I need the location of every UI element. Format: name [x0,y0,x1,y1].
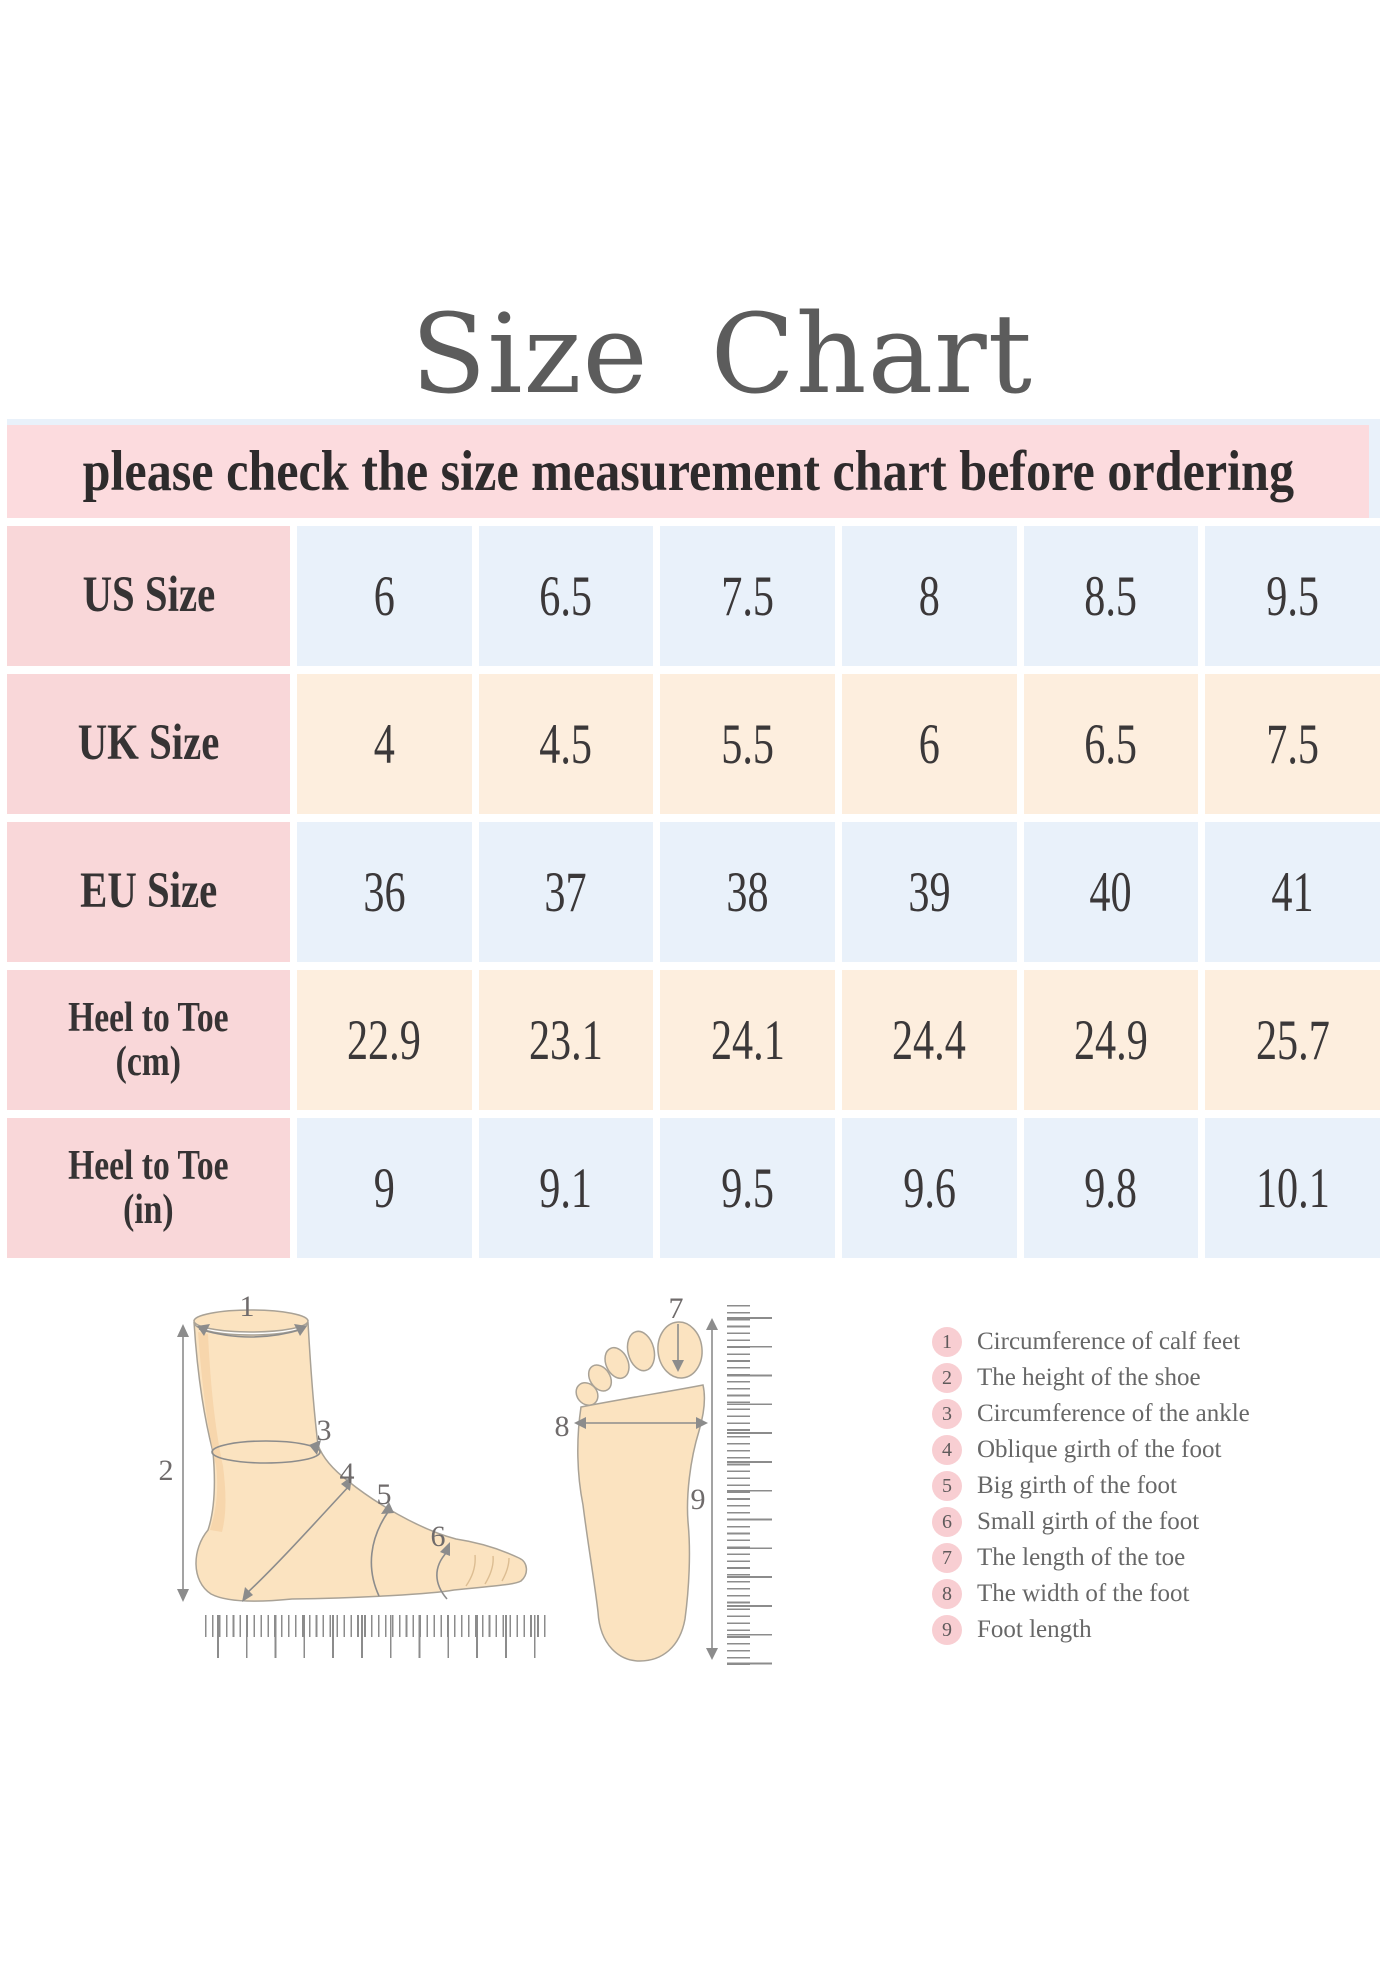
table-cell-cm-1: 23.1 [478,970,654,1110]
legend-item-label: Oblique girth of the foot [977,1436,1222,1463]
legend-number-badge: 9 [932,1615,962,1645]
size-table: US Size 6 6.5 7.5 8 8.5 9.5 UK Size 4 4.… [7,526,1380,1258]
table-cell-eu-5: 41 [1205,822,1380,962]
banner-backdrop: please check the size measurement chart … [7,419,1380,518]
legend-item-8: 8 The width of the foot [932,1576,1250,1612]
legend-item-3: 3 Circumference of the ankle [932,1396,1250,1432]
notice-banner: please check the size measurement chart … [7,425,1369,518]
legend-item-label: Circumference of the ankle [977,1400,1250,1427]
row-header-eu-size: EU Size [7,822,290,962]
row-header-label: UK Size [77,715,220,772]
table-cell-in-2: 9.5 [660,1118,835,1258]
ruler-coarse-ticks [727,1317,772,1665]
table-cell-uk-2: 5.5 [660,674,835,814]
foot-side-view-illustration [193,1309,528,1602]
legend-number-badge: 2 [932,1363,962,1393]
table-cell-us-5: 9.5 [1205,526,1380,666]
horizontal-ruler [205,1615,551,1658]
sole-view-marker-numbers: 7 8 9 [555,1292,706,1516]
legend-item-label: Foot length [977,1616,1092,1643]
row-header-label: US Size [82,567,215,624]
table-cell-eu-1: 37 [478,822,654,962]
legend-item-6: 6 Small girth of the foot [932,1504,1250,1540]
legend-number-badge: 1 [932,1327,962,1357]
legend-item-label: Small girth of the foot [977,1508,1200,1535]
table-cell-uk-4: 6.5 [1023,674,1199,814]
legend-item-4: 4 Oblique girth of the foot [932,1432,1250,1468]
table-cell-in-0: 9 [297,1118,472,1258]
table-cell-cm-0: 22.9 [297,970,472,1110]
side-view-measure-lines [182,1328,448,1600]
legend-item-5: 5 Big girth of the foot [932,1468,1250,1504]
legend-item-9: 9 Foot length [932,1612,1250,1648]
side-view-arrowheads [177,1324,450,1602]
notice-text: please check the size measurement chart … [82,440,1294,503]
marker-2: 2 [159,1454,174,1487]
ruler-coarse-ticks [217,1615,551,1658]
row-header-label: Heel to Toe [68,1142,229,1189]
page-title: Size Chart [411,290,1033,418]
table-cell-uk-5: 7.5 [1205,674,1380,814]
table-cell-us-2: 7.5 [660,526,835,666]
marker-7: 7 [669,1292,684,1325]
table-cell-us-4: 8.5 [1023,526,1199,666]
legend-item-1: 1 Circumference of calf feet [932,1324,1250,1360]
marker-5: 5 [377,1478,392,1511]
table-cell-uk-3: 6 [842,674,1017,814]
table-cell-in-1: 9.1 [478,1118,654,1258]
table-cell-in-4: 9.8 [1023,1118,1199,1258]
table-cell-cm-2: 24.1 [660,970,835,1110]
marker-1: 1 [240,1290,255,1323]
legend-item-label: Big girth of the foot [977,1472,1177,1499]
row-header-label: Heel to Toe [68,994,229,1041]
marker-3: 3 [317,1414,332,1447]
table-cell-us-3: 8 [842,526,1017,666]
foot-sole-view-illustration [575,1321,706,1662]
legend-item-label: Circumference of calf feet [977,1328,1241,1355]
table-cell-in-5: 10.1 [1205,1118,1380,1258]
row-header-heel-to-toe-cm: Heel to Toe (cm) [7,970,290,1110]
row-header-us-size: US Size [7,526,290,666]
table-cell-cm-4: 24.9 [1023,970,1199,1110]
sole-view-measure-lines [580,1324,713,1652]
legend-number-badge: 6 [932,1507,962,1537]
legend-number-badge: 4 [932,1435,962,1465]
legend-number-badge: 5 [932,1471,962,1501]
row-header-heel-to-toe-in: Heel to Toe (in) [7,1118,290,1258]
table-cell-cm-5: 25.7 [1205,970,1380,1110]
table-cell-uk-0: 4 [297,674,472,814]
legend-number-badge: 7 [932,1543,962,1573]
table-cell-eu-4: 40 [1023,822,1199,962]
row-header-uk-size: UK Size [7,674,290,814]
legend-number-badge: 8 [932,1579,962,1609]
marker-4: 4 [340,1457,355,1490]
table-cell-eu-3: 39 [842,822,1017,962]
foot-measurement-diagram: 1 2 3 4 5 6 7 [159,1290,718,1662]
table-cell-in-3: 9.6 [842,1118,1017,1258]
table-cell-us-0: 6 [297,526,472,666]
row-header-label-line2: (cm) [115,1039,182,1085]
side-view-marker-numbers: 1 2 3 4 5 6 [159,1290,446,1553]
table-cell-cm-3: 24.4 [842,970,1017,1110]
legend-item-label: The height of the shoe [977,1364,1201,1391]
measurement-legend: 1 Circumference of calf feet 2 The heigh… [932,1324,1250,1648]
legend-number-badge: 3 [932,1399,962,1429]
table-cell-eu-2: 38 [660,822,835,962]
marker-8: 8 [555,1410,570,1443]
marker-6: 6 [431,1520,446,1553]
legend-item-label: The length of the toe [977,1544,1186,1571]
sole-view-arrowheads [574,1318,718,1660]
vertical-ruler [727,1305,772,1665]
marker-9: 9 [691,1483,706,1516]
table-cell-uk-1: 4.5 [478,674,654,814]
row-header-label-line2: (in) [123,1187,174,1233]
table-cell-us-1: 6.5 [478,526,654,666]
legend-item-label: The width of the foot [977,1580,1190,1607]
row-header-label: EU Size [79,863,218,920]
legend-item-7: 7 The length of the toe [932,1540,1250,1576]
table-cell-eu-0: 36 [297,822,472,962]
legend-item-2: 2 The height of the shoe [932,1360,1250,1396]
